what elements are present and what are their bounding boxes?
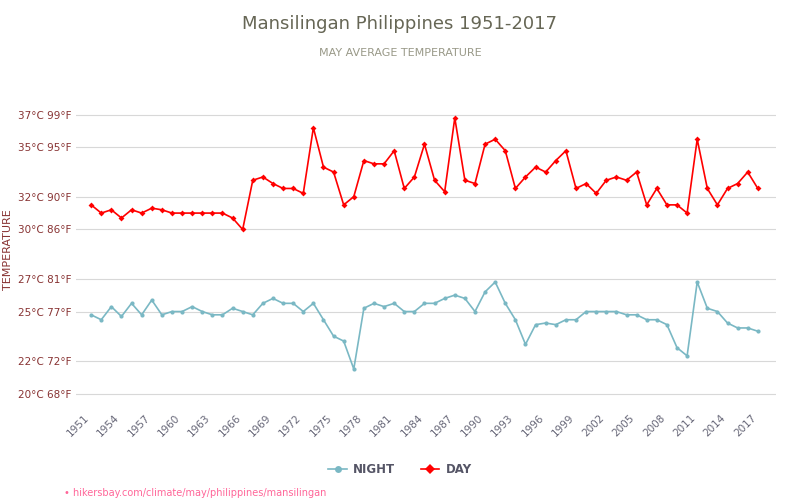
DAY [753,186,762,192]
NIGHT [167,308,177,314]
NIGHT [713,308,722,314]
NIGHT [490,279,500,285]
Text: • hikersbay.com/climate/may/philippines/mansilingan: • hikersbay.com/climate/may/philippines/… [64,488,326,498]
NIGHT [753,328,762,334]
NIGHT [137,312,146,318]
DAY [713,202,722,208]
DAY [399,186,409,192]
NIGHT [349,366,358,372]
NIGHT [369,300,378,306]
DAY [167,210,177,216]
DAY [137,210,146,216]
DAY [369,161,378,167]
Text: Mansilingan Philippines 1951-2017: Mansilingan Philippines 1951-2017 [242,15,558,33]
Text: MAY AVERAGE TEMPERATURE: MAY AVERAGE TEMPERATURE [318,48,482,58]
Line: DAY: DAY [89,116,760,232]
NIGHT [399,308,409,314]
DAY [450,115,459,121]
DAY [86,202,96,208]
DAY [612,174,622,180]
Line: NIGHT: NIGHT [89,280,760,371]
NIGHT [86,312,96,318]
NIGHT [612,308,622,314]
DAY [238,226,247,232]
Legend: NIGHT, DAY: NIGHT, DAY [323,458,477,481]
Y-axis label: TEMPERATURE: TEMPERATURE [2,210,13,290]
